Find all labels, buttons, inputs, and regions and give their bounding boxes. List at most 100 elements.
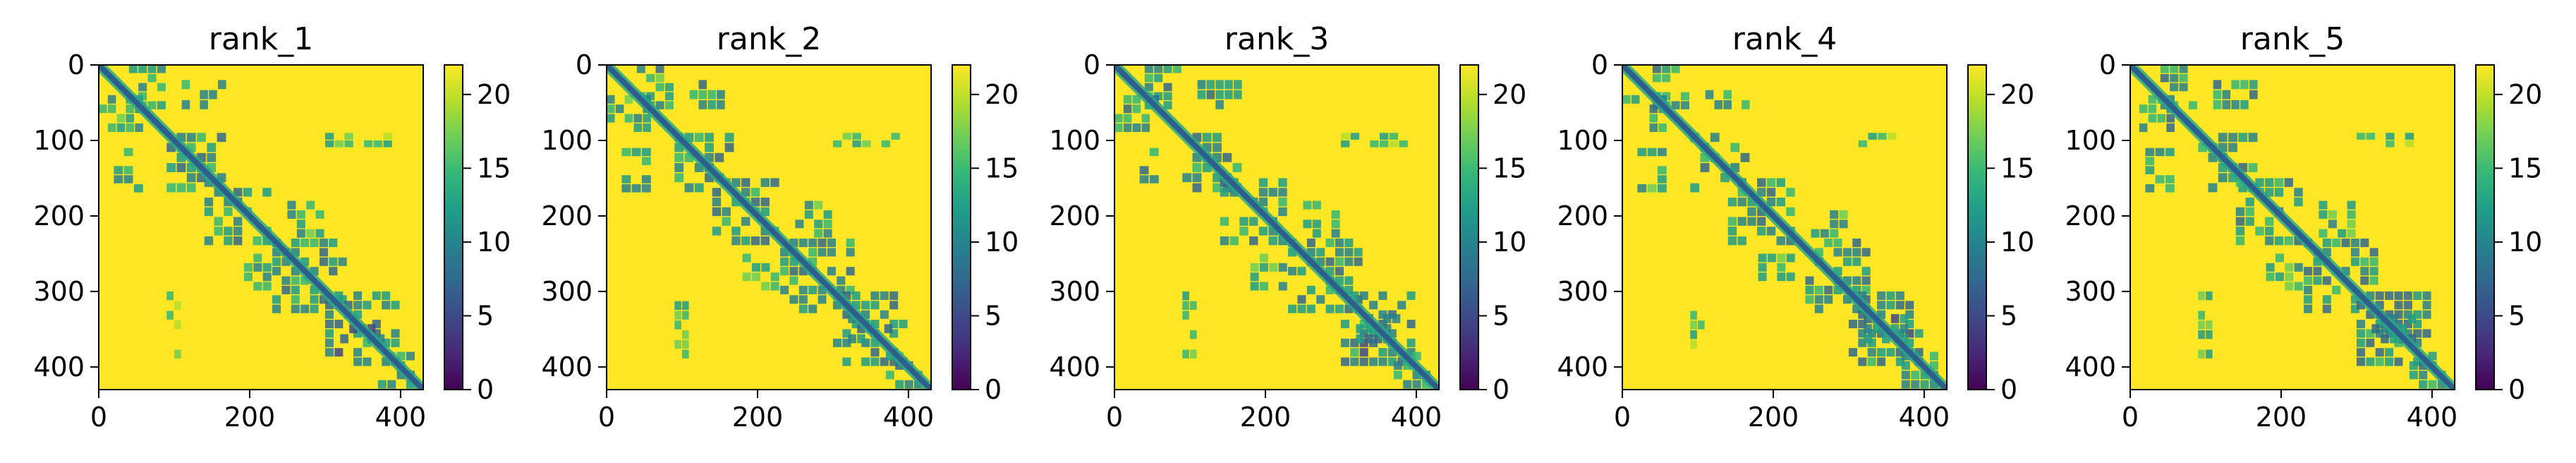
chart-title: rank_5 xyxy=(2240,21,2345,57)
heatmap-block-3 xyxy=(621,148,651,193)
heatmap-block-12 xyxy=(1811,210,1848,238)
heatmap-block-3 xyxy=(1139,148,1159,184)
x-tick-label: 0 xyxy=(2122,402,2139,433)
heatmap-block-11 xyxy=(832,133,900,148)
heatmap-block-13 xyxy=(2266,253,2303,291)
y-tick-label: 100 xyxy=(541,125,593,156)
heatmap-diagonal xyxy=(99,65,423,390)
y-tick-label: 400 xyxy=(1557,351,1608,383)
x-tick-label: 200 xyxy=(1240,402,1292,433)
heatmap-area xyxy=(607,65,931,390)
x-tick-label: 400 xyxy=(883,402,935,433)
heatmap-block-4 xyxy=(2213,80,2258,109)
x-tick-label: 0 xyxy=(1106,402,1123,433)
colorbar-tick-label: 10 xyxy=(2508,227,2542,258)
heatmap-block-10 xyxy=(166,291,181,359)
axes-frame xyxy=(1114,64,1440,390)
colorbar-tick-label: 10 xyxy=(1493,227,1526,258)
y-tick-label: 200 xyxy=(1049,200,1100,232)
x-tick-label: 200 xyxy=(732,402,784,433)
colorbar-tick-label: 5 xyxy=(2508,300,2525,331)
heatmap-block-13 xyxy=(1758,253,1795,282)
heatmap-block-10 xyxy=(2198,291,2213,359)
colorbar-tick-label: 20 xyxy=(985,79,1019,110)
y-tick-label: 400 xyxy=(2065,351,2116,383)
heatmap-diagonal xyxy=(2130,65,2455,390)
heatmap-block-6 xyxy=(1288,239,1363,313)
y-tick-label: 0 xyxy=(1591,49,1608,80)
chart-title: rank_3 xyxy=(1225,21,1329,57)
y-tick-label: 200 xyxy=(2065,200,2116,232)
y-tick-label: 300 xyxy=(1557,276,1608,307)
x-tick-label: 200 xyxy=(1748,402,1799,433)
y-tick-label: 300 xyxy=(541,276,593,307)
y-tick-label: 400 xyxy=(541,351,593,383)
colorbar-tick-label: 15 xyxy=(2000,152,2034,184)
x-tick-label: 0 xyxy=(90,402,107,433)
heatmap-diagonal xyxy=(607,65,931,390)
y-tick-label: 400 xyxy=(33,351,85,383)
heatmap-block-2 xyxy=(166,133,226,193)
heatmap-block-13 xyxy=(742,253,779,291)
colorbar-tick-label: 10 xyxy=(985,227,1019,258)
heatmap-block-3 xyxy=(114,148,143,193)
colorbar-tick-label: 15 xyxy=(2508,152,2542,184)
heatmap-block-4 xyxy=(181,80,226,109)
colorbar-tick-label: 20 xyxy=(477,79,511,110)
y-tick-label: 300 xyxy=(33,276,85,307)
y-tick-label: 200 xyxy=(541,200,593,232)
colorbar-tick-label: 15 xyxy=(985,152,1019,184)
y-tick-label: 0 xyxy=(68,49,85,80)
colorbar-tick-label: 5 xyxy=(1493,300,1509,331)
heatmap-area xyxy=(2130,65,2455,390)
x-tick-label: 400 xyxy=(1899,402,1950,433)
chart-title: rank_1 xyxy=(209,21,313,57)
colorbar-tick-label: 10 xyxy=(477,227,511,258)
y-tick-label: 100 xyxy=(2065,125,2116,156)
colorbar-tick-label: 0 xyxy=(2508,374,2525,405)
x-tick-label: 0 xyxy=(598,402,615,433)
colorbar xyxy=(1459,64,1479,390)
chart-title: rank_2 xyxy=(717,21,821,57)
colorbar xyxy=(1967,64,1987,390)
colorbar-tick-label: 5 xyxy=(477,300,494,331)
heatmap-block-10 xyxy=(1182,291,1197,359)
heatmap-block-13 xyxy=(243,253,272,291)
colorbar-tick-label: 10 xyxy=(2000,227,2034,258)
heatmap-block-12 xyxy=(795,200,832,238)
heatmap-block-6 xyxy=(272,239,347,313)
colorbar-tick-label: 0 xyxy=(1493,374,1509,405)
y-tick-label: 0 xyxy=(576,49,593,80)
colorbar-tick-label: 15 xyxy=(1493,152,1526,184)
y-tick-label: 400 xyxy=(1049,351,1100,383)
heatmap-block-12 xyxy=(287,200,324,238)
y-tick-label: 300 xyxy=(1049,276,1100,307)
heatmap-area xyxy=(1114,65,1439,390)
colorbar-tick-label: 20 xyxy=(2000,79,2034,110)
chart-title: rank_4 xyxy=(1732,21,1837,57)
heatmap-block-11 xyxy=(2356,133,2414,148)
y-tick-label: 0 xyxy=(2099,49,2116,80)
heatmap-block-0 xyxy=(1144,65,1181,109)
colorbar xyxy=(2475,64,2495,390)
heatmap-block-4 xyxy=(689,80,725,109)
x-tick-label: 200 xyxy=(224,402,276,433)
axes-frame xyxy=(98,64,424,390)
axes-frame xyxy=(606,64,932,390)
colorbar-tick-label: 0 xyxy=(477,374,494,405)
colorbar xyxy=(952,64,971,390)
colorbar-tick-label: 20 xyxy=(1493,79,1526,110)
heatmap-block-10 xyxy=(674,301,689,359)
y-tick-label: 0 xyxy=(1083,49,1100,80)
heatmap-diagonal xyxy=(1114,65,1439,390)
y-tick-label: 200 xyxy=(1557,200,1608,232)
x-tick-label: 200 xyxy=(2256,402,2307,433)
heatmap-block-11 xyxy=(1858,133,1897,148)
x-tick-label: 0 xyxy=(1614,402,1631,433)
y-tick-label: 100 xyxy=(1049,125,1100,156)
